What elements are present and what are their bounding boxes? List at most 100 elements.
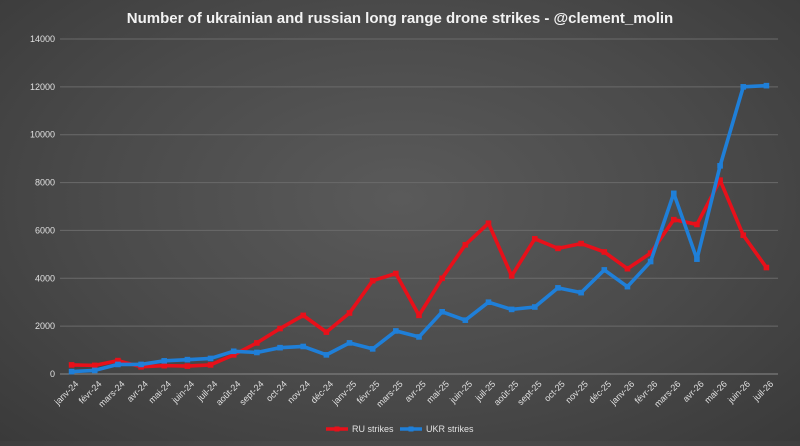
data-point <box>624 283 631 290</box>
data-point <box>254 340 260 346</box>
data-point <box>601 267 608 273</box>
x-tick-label: juin-26 <box>725 379 752 406</box>
data-point <box>601 249 608 255</box>
x-tick-label: août-24 <box>214 379 243 408</box>
data-point <box>670 190 677 197</box>
data-point <box>532 304 538 310</box>
x-tick-label: janv-25 <box>330 379 359 408</box>
x-tick-label: mai-24 <box>147 379 174 406</box>
data-point <box>763 82 770 89</box>
data-point <box>393 328 399 334</box>
x-tick-label: janv-24 <box>52 379 81 408</box>
data-point <box>717 163 723 169</box>
x-tick-label: nov-25 <box>563 379 590 406</box>
data-point <box>485 220 492 227</box>
x-tick-label: juin-25 <box>447 379 474 406</box>
data-point <box>369 277 376 284</box>
x-tick-label: avr-26 <box>681 379 706 404</box>
x-tick-label: août-25 <box>492 379 521 408</box>
x-tick-label: janv-26 <box>608 379 637 408</box>
x-axis-ticks: janv-24févr-24mars-24avr-24mai-24juin-24… <box>52 379 775 409</box>
data-point <box>416 312 422 319</box>
x-tick-label: sept-24 <box>237 379 265 407</box>
data-point <box>416 334 422 340</box>
legend-marker <box>408 426 414 432</box>
data-point <box>532 236 538 242</box>
data-point <box>300 312 306 319</box>
y-tick-label: 10000 <box>30 130 55 140</box>
data-point <box>578 289 584 296</box>
x-tick-label: sept-25 <box>515 379 543 407</box>
x-tick-label: nov-24 <box>286 379 313 406</box>
data-point <box>91 367 98 374</box>
y-tick-label: 2000 <box>35 321 55 331</box>
data-point <box>763 264 770 271</box>
x-tick-label: oct-25 <box>542 379 567 404</box>
data-point <box>508 306 515 313</box>
data-point <box>230 352 237 358</box>
y-tick-label: 6000 <box>35 225 55 235</box>
y-tick-label: 0 <box>50 369 55 379</box>
data-point <box>91 362 98 369</box>
legend: RU strikes UKR strikes <box>326 424 474 434</box>
data-point <box>624 265 631 272</box>
x-tick-label: avr-24 <box>125 379 150 404</box>
data-point <box>115 357 121 364</box>
data-point <box>462 241 469 248</box>
series-line <box>69 83 769 374</box>
data-point <box>439 308 445 315</box>
legend-marker <box>334 426 340 432</box>
data-point <box>694 221 700 228</box>
chart-title: Number of ukrainian and russian long ran… <box>127 10 673 27</box>
data-point <box>184 363 191 369</box>
data-point <box>323 329 330 335</box>
data-point <box>68 368 75 375</box>
data-point <box>346 310 353 316</box>
data-point <box>369 346 376 352</box>
x-tick-label: avr-25 <box>403 379 428 404</box>
data-point <box>254 349 260 356</box>
data-point <box>485 299 492 306</box>
data-point <box>207 362 214 368</box>
x-tick-label: mai-25 <box>425 379 452 406</box>
data-point <box>740 232 747 239</box>
data-point <box>717 177 723 183</box>
data-point <box>393 270 399 277</box>
gridlines <box>60 38 778 375</box>
data-point <box>346 340 353 346</box>
series-ukr <box>68 82 770 375</box>
data-point <box>115 361 121 368</box>
legend-label: RU strikes <box>352 424 394 434</box>
data-point <box>740 84 747 90</box>
data-point <box>161 358 168 364</box>
x-tick-label: oct-24 <box>264 379 289 404</box>
x-tick-label: juin-24 <box>169 379 196 406</box>
x-tick-label: mai-26 <box>702 379 729 406</box>
data-point <box>694 256 700 262</box>
data-point <box>647 258 654 265</box>
data-point <box>555 285 561 291</box>
data-point <box>323 352 330 358</box>
data-point <box>508 273 515 279</box>
legend-item: RU strikes <box>326 424 394 434</box>
data-point <box>670 216 677 223</box>
legend-label: UKR strikes <box>426 424 474 434</box>
data-point <box>300 343 306 350</box>
y-axis-ticks: 0 2000 4000 6000 8000 10000 12000 14000 <box>30 34 55 379</box>
data-point <box>68 362 75 368</box>
series-lines <box>68 82 770 375</box>
x-tick-label: juil-26 <box>751 379 776 404</box>
y-tick-label: 4000 <box>35 273 55 283</box>
data-point <box>277 325 283 332</box>
data-point <box>207 355 214 362</box>
data-point <box>277 344 283 351</box>
data-point <box>578 240 584 247</box>
data-point <box>439 275 445 282</box>
data-point <box>555 245 561 252</box>
data-point <box>138 361 144 368</box>
y-tick-label: 8000 <box>35 178 55 188</box>
data-point <box>462 317 469 323</box>
data-point <box>161 362 168 369</box>
